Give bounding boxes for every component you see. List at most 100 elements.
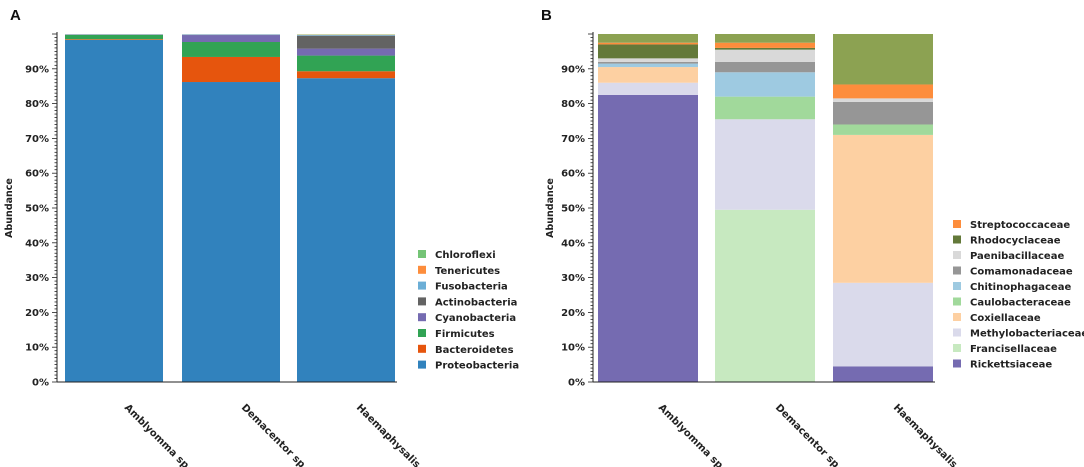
legend-label: Comamonadaceae [970, 267, 1073, 278]
y-tick-label: 20% [25, 308, 49, 319]
y-tick-label: 30% [561, 273, 585, 284]
bar-segment [715, 61, 815, 73]
legend-label: Fusobacteria [435, 282, 508, 293]
bar-segment [715, 47, 815, 50]
legend-label: Streptococcaceae [970, 220, 1070, 231]
y-tick-label: 60% [561, 169, 585, 180]
bar-segment [297, 35, 395, 36]
legend-label: Rickettsiaceae [970, 360, 1052, 371]
y-tick-label: 0% [32, 378, 49, 389]
bar-segment [715, 96, 815, 120]
bar-segment [833, 98, 933, 102]
bar-segment [598, 82, 698, 95]
bar-segment [833, 366, 933, 382]
legend-swatch [418, 313, 426, 322]
bar-segment [833, 101, 933, 125]
bar-segment [715, 49, 815, 62]
bar-segment [715, 72, 815, 97]
bar-segment [833, 124, 933, 135]
bar-segment [833, 34, 933, 85]
legend-swatch [418, 344, 426, 353]
legend-swatch [418, 329, 426, 337]
legend-swatch [953, 328, 961, 337]
y-axis-title: Abundance [545, 178, 556, 238]
y-tick-label: 50% [25, 204, 49, 215]
y-tick-label: 40% [25, 238, 49, 249]
bar-segment [715, 209, 815, 382]
panel-label-b: B [541, 7, 552, 24]
legend-label: Cyanobacteria [435, 313, 516, 324]
legend-swatch [953, 282, 961, 290]
y-axis-title: Abundance [4, 178, 15, 238]
legend-label: Rhodocyclaceae [970, 236, 1061, 247]
legend-swatch [418, 281, 426, 290]
legend-label: Chloroflexi [435, 250, 496, 261]
y-tick-label: 90% [561, 64, 585, 75]
y-tick-label: 90% [25, 64, 49, 75]
bar-segment [297, 55, 395, 72]
legend-swatch [418, 250, 426, 258]
bar-segment [297, 48, 395, 56]
bar-segment [833, 134, 933, 283]
legend-swatch [953, 297, 961, 306]
bar-segment [833, 282, 933, 367]
bar-segment [598, 44, 698, 59]
bar-segment [715, 119, 815, 210]
bar-segment [715, 42, 815, 48]
bar-segment [833, 84, 933, 99]
legend-swatch [418, 360, 426, 369]
y-tick-label: 0% [568, 378, 585, 389]
legend-label: Paenibacillaceae [970, 251, 1064, 262]
bar-segment [182, 82, 280, 383]
legend-swatch [953, 251, 961, 259]
bar-segment [65, 39, 163, 40]
bar-segment [598, 42, 698, 45]
legend-label: Chitinophagaceae [970, 282, 1071, 293]
bar-segment [182, 35, 280, 42]
bar-segment [598, 58, 698, 62]
legend-label: Actinobacteria [435, 297, 517, 308]
y-tick-label: 10% [561, 343, 585, 354]
y-tick-label: 80% [25, 99, 49, 110]
y-tick-label: 10% [25, 343, 49, 354]
legend-swatch [418, 297, 426, 306]
legend-swatch [953, 313, 961, 321]
legend-label: Proteobacteria [435, 361, 519, 372]
legend-label: Caulobacteraceae [970, 298, 1071, 309]
y-tick-label: 80% [561, 99, 585, 110]
bar-segment [297, 71, 395, 79]
bar-segment [182, 42, 280, 57]
legend-swatch [953, 266, 961, 275]
legend-swatch [953, 220, 961, 228]
bar-segment [65, 39, 163, 383]
bar-segment [598, 34, 698, 43]
legend-swatch [953, 359, 961, 368]
legend-label: Coxiellaceae [970, 313, 1041, 324]
bar-segment [715, 34, 815, 43]
legend-label: Bacteroidetes [435, 345, 514, 356]
y-tick-label: 70% [561, 134, 585, 145]
bar-segment [598, 63, 698, 68]
panel-label-a: A [10, 7, 21, 24]
bar-segment [598, 67, 698, 83]
bar-segment [598, 94, 698, 383]
y-tick-label: 60% [25, 169, 49, 180]
bar-segment [65, 34, 163, 40]
y-tick-label: 70% [25, 134, 49, 145]
y-tick-label: 20% [561, 308, 585, 319]
legend-swatch [418, 265, 426, 274]
y-tick-label: 30% [25, 273, 49, 284]
legend-label: Firmicutes [435, 329, 495, 340]
bar-segment [182, 56, 280, 83]
legend-swatch [953, 344, 961, 352]
bar-segment [297, 78, 395, 382]
legend-label: Francisellaceae [970, 344, 1057, 355]
bar-segment [297, 35, 395, 49]
bar-segment [598, 61, 698, 64]
legend-label: Tenericutes [435, 266, 500, 277]
y-tick-label: 50% [561, 204, 585, 215]
legend-swatch [953, 235, 961, 244]
